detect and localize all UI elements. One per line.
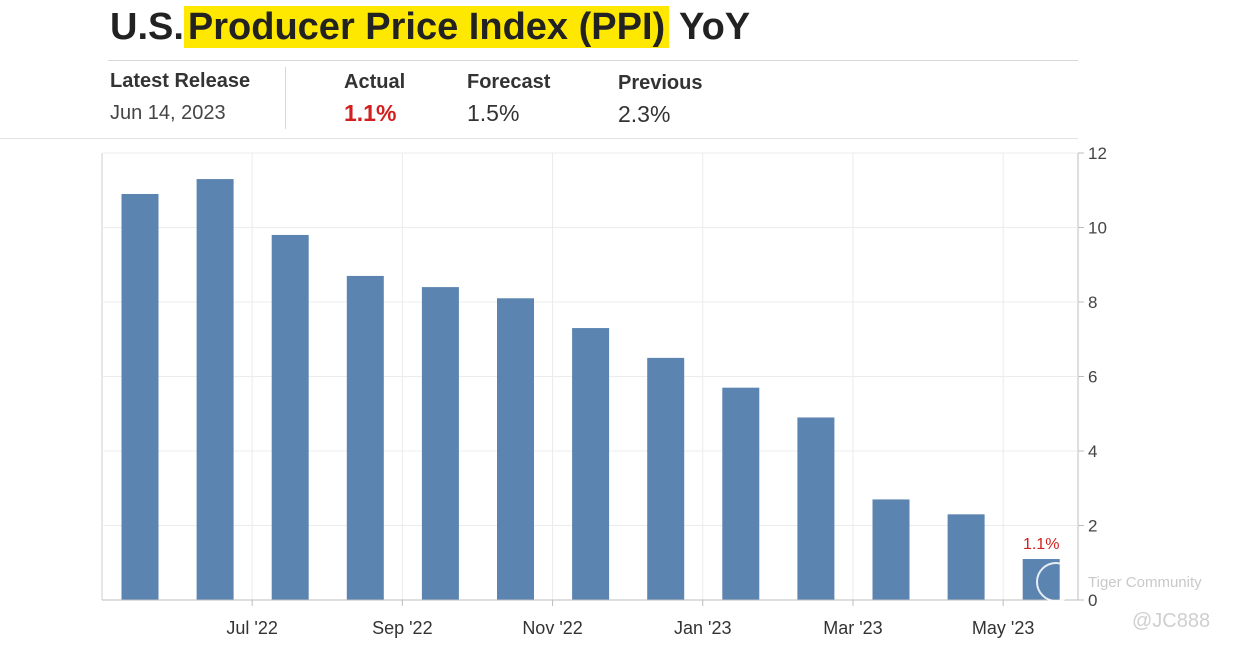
bar-4 [421,287,459,600]
y-tick-label-12: 12 [1088,144,1107,163]
previous-value: 2.3% [618,101,671,127]
x-tick-label-1: Jul '22 [226,618,277,638]
bar-7 [647,357,685,600]
watermark-user: @JC888 [1132,610,1211,632]
bar-10 [872,499,910,600]
bar-1 [196,179,234,600]
last-bar-data-label: 1.1% [1023,536,1059,553]
previous-label: Previous [618,72,703,94]
bar-0 [121,193,159,600]
watermark: Tiger Community @JC888 [1036,560,1226,640]
watermark-brand: Tiger Community [1088,574,1202,591]
forecast-value: 1.5% [467,100,520,126]
y-tick-label-8: 8 [1088,293,1097,312]
y-tick-label-6: 6 [1088,368,1097,387]
actual-value: 1.1% [344,100,397,126]
latest-release-label: Latest Release [110,70,251,92]
bar-3 [346,275,384,600]
x-tick-label-9: Mar '23 [823,618,882,638]
release-separator [285,67,286,129]
bar-2 [271,234,309,600]
y-tick-label-0: 0 [1088,591,1097,610]
page-title: U.S. Producer Price Index (PPI) YoY [110,2,750,52]
bar-8 [722,387,760,600]
forecast-label: Forecast [467,71,551,93]
y-tick-label-10: 10 [1088,219,1107,238]
bar-9 [797,417,835,600]
title-highlight: Producer Price Index (PPI) [183,6,670,48]
actual-label: Actual [344,71,406,93]
tiger-logo-icon [1036,562,1076,602]
x-tick-label-11: May '23 [972,618,1034,638]
y-tick-label-4: 4 [1088,442,1097,461]
x-tick-label-7: Jan '23 [674,618,731,638]
x-tick-label-3: Sep '22 [372,618,433,638]
release-date: Jun 14, 2023 [110,102,226,124]
y-tick-label-2: 2 [1088,517,1097,536]
bar-5 [497,298,534,600]
bar-6 [572,328,610,600]
bar-11 [947,514,985,600]
top-divider [108,60,1078,61]
x-tick-label-5: Nov '22 [522,618,582,638]
title-prefix: U.S. [110,6,184,48]
bottom-divider [0,138,1078,139]
title-suffix: YoY [679,6,751,48]
